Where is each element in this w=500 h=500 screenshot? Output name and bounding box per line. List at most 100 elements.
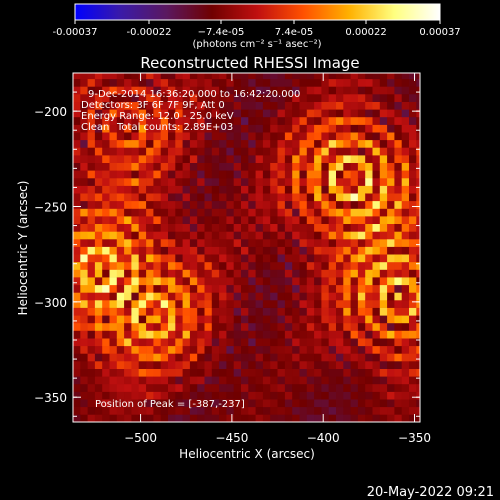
- heatmap-cell: [204, 299, 213, 308]
- heatmap-cell: [416, 238, 420, 247]
- heatmap-cell: [416, 269, 420, 278]
- heatmap-cell: [387, 94, 395, 102]
- heatmap-cell: [204, 185, 213, 194]
- heatmap-cell: [343, 284, 351, 293]
- heatmap-cell: [138, 139, 147, 148]
- heatmap-cell: [197, 361, 205, 369]
- heatmap-cell: [168, 162, 176, 171]
- heatmap-cell: [124, 399, 132, 408]
- heatmap-cell: [182, 338, 191, 347]
- heatmap-cell: [204, 414, 213, 422]
- heatmap-cell: [255, 216, 264, 224]
- heatmap-cell: [372, 277, 381, 286]
- heatmap-cell: [321, 292, 330, 301]
- y-tick-label: −200: [34, 105, 67, 119]
- heatmap-cell: [248, 109, 256, 118]
- heatmap-cell: [372, 238, 381, 247]
- heatmap-cell: [416, 284, 420, 293]
- heatmap-cell: [299, 330, 308, 339]
- heatmap-cell: [416, 376, 420, 385]
- heatmap-cell: [102, 223, 110, 232]
- heatmap-cell: [336, 162, 344, 171]
- heatmap-cell: [284, 223, 293, 232]
- heatmap-cell: [204, 116, 213, 125]
- heatmap-cell: [336, 345, 344, 354]
- heatmap-cell: [204, 330, 213, 339]
- heatmap-cell: [182, 414, 191, 422]
- heatmap-cell: [197, 216, 205, 224]
- heatmap-cell: [357, 353, 366, 362]
- heatmap-cell: [168, 322, 176, 331]
- heatmap-cell: [321, 353, 330, 362]
- heatmap-cell: [204, 208, 213, 217]
- heatmap-cell: [175, 139, 183, 148]
- heatmap-cell: [255, 361, 264, 369]
- heatmap-cell: [270, 109, 278, 118]
- heatmap-cell: [284, 101, 293, 110]
- annotation-block: 9-Dec-2014 16:36:20.000 to 16:42:20.000 …: [81, 89, 300, 133]
- heatmap-cell: [401, 193, 410, 202]
- heatmap-cell: [306, 177, 315, 186]
- heatmap-cell: [270, 86, 278, 95]
- heatmap-cell: [109, 94, 118, 102]
- heatmap-cell: [314, 94, 322, 102]
- heatmap-cell: [153, 330, 162, 339]
- heatmap-cell: [182, 73, 191, 80]
- heatmap-cell: [160, 353, 169, 362]
- heatmap-cell: [321, 238, 330, 247]
- heatmap-cell: [87, 406, 96, 415]
- heatmap-cell: [168, 193, 176, 202]
- heatmap-cell: [336, 292, 344, 301]
- heatmap-cell: [306, 238, 315, 247]
- heatmap-cell: [387, 383, 395, 392]
- heatmap-cell: [87, 200, 96, 209]
- heatmap-cell: [277, 330, 286, 339]
- heatmap-cell: [255, 246, 264, 255]
- heatmap-cell: [248, 299, 256, 308]
- heatmap-cell: [343, 216, 351, 224]
- heatmap-cell: [365, 406, 373, 415]
- heatmap-cell: [102, 338, 110, 347]
- heatmap-cell: [255, 124, 264, 133]
- heatmap-cell: [219, 269, 227, 278]
- heatmap-cell: [94, 406, 103, 415]
- heatmap-cell: [241, 284, 249, 293]
- heatmap-cell: [292, 376, 300, 385]
- heatmap-cell: [109, 223, 118, 232]
- heatmap-cell: [131, 307, 140, 316]
- heatmap-cell: [160, 223, 169, 232]
- heatmap-cell: [131, 277, 140, 286]
- heatmap-cell: [292, 109, 300, 118]
- heatmap-cell: [204, 315, 213, 324]
- heatmap-cell: [394, 147, 403, 156]
- heatmap-cell: [416, 361, 420, 369]
- heatmap-cell: [73, 216, 81, 224]
- heatmap-cell: [372, 315, 381, 324]
- heatmap-cell: [116, 101, 125, 110]
- heatmap-cell: [372, 269, 381, 278]
- heatmap-cell: [262, 254, 271, 263]
- heatmap-cell: [197, 94, 205, 102]
- heatmap-cell: [292, 322, 300, 331]
- heatmap-cell: [357, 391, 366, 400]
- heatmap-cell: [138, 200, 147, 209]
- heatmap-cell: [394, 254, 403, 263]
- heatmap-cell: [270, 261, 278, 270]
- heatmap-cell: [328, 269, 337, 278]
- heatmap-cell: [248, 353, 256, 362]
- heatmap-cell: [124, 292, 132, 301]
- heatmap-cell: [131, 376, 140, 385]
- axes-frame: [72, 72, 421, 423]
- heatmap-cell: [248, 185, 256, 194]
- heatmap-cell: [262, 399, 271, 408]
- heatmap-cell: [211, 292, 220, 301]
- heatmap-cell: [248, 391, 256, 400]
- heatmap-cell: [153, 86, 162, 95]
- heatmap-cell: [94, 132, 103, 141]
- heatmap-cell: [401, 345, 410, 354]
- heatmap-cell: [299, 353, 308, 362]
- heatmap-cell: [401, 139, 410, 148]
- heatmap-cell: [409, 216, 417, 224]
- heatmap-cell: [73, 338, 81, 347]
- heatmap-cell: [321, 94, 330, 102]
